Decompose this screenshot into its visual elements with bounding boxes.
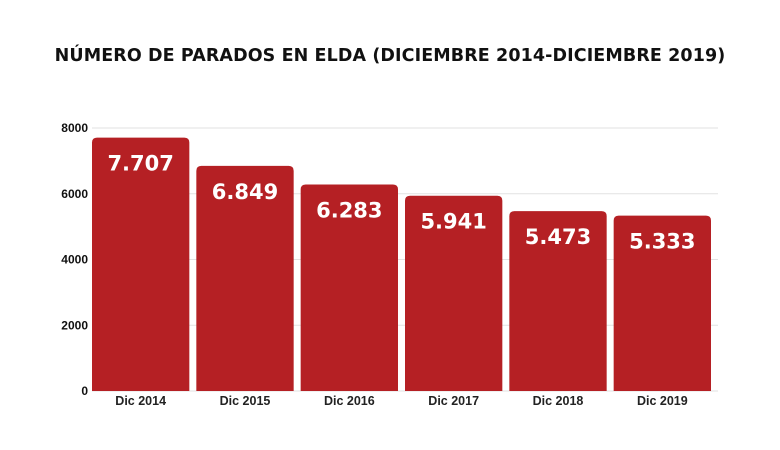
bar xyxy=(613,215,711,391)
bar xyxy=(405,195,503,391)
data-label: 5.473 xyxy=(525,225,591,249)
y-tick-label: 6000 xyxy=(61,187,88,201)
x-tick-label: Dic 2016 xyxy=(324,394,375,408)
x-tick-label: Dic 2018 xyxy=(533,394,584,408)
x-tick-label: Dic 2019 xyxy=(637,394,688,408)
data-label: 5.941 xyxy=(420,210,486,234)
x-tick-label: Dic 2017 xyxy=(428,394,479,408)
data-label: 7.707 xyxy=(107,152,173,176)
y-tick-label: 4000 xyxy=(61,253,88,267)
bar xyxy=(509,211,607,391)
bar xyxy=(196,165,294,391)
x-tick-label: Dic 2014 xyxy=(115,394,166,408)
y-tick-label: 0 xyxy=(81,384,88,398)
x-tick-label: Dic 2015 xyxy=(220,394,271,408)
y-tick-label: 8000 xyxy=(61,121,88,135)
data-label: 6.283 xyxy=(316,198,382,222)
chart-title: NÚMERO DE PARADOS EN ELDA (DICIEMBRE 201… xyxy=(54,46,726,66)
data-label: 5.333 xyxy=(629,230,695,254)
bar xyxy=(92,137,190,391)
data-label: 6.849 xyxy=(212,180,278,204)
y-tick-label: 2000 xyxy=(61,318,88,332)
bar xyxy=(300,184,398,391)
